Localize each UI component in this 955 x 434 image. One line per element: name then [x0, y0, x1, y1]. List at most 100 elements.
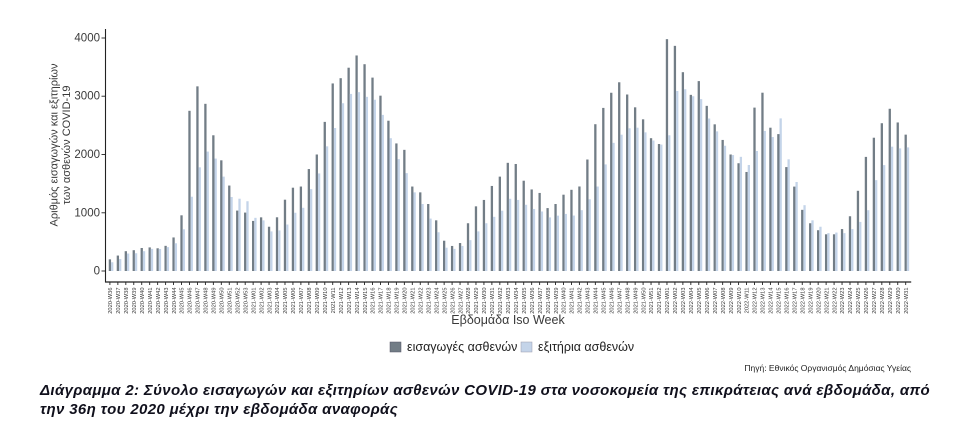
svg-text:2022-W10: 2022-W10: [737, 288, 743, 314]
svg-text:2021-W42: 2021-W42: [578, 288, 584, 314]
svg-text:Διάγραμμα 2: Σύνολο εισαγωγών: Διάγραμμα 2: Σύνολο εισαγωγών και εξιτηρ…: [39, 382, 930, 399]
svg-text:2021-W45: 2021-W45: [602, 288, 608, 314]
svg-text:2020-W44: 2020-W44: [172, 288, 178, 314]
svg-text:2020-W37: 2020-W37: [116, 288, 122, 314]
svg-text:2021-W07: 2021-W07: [299, 288, 305, 314]
svg-text:2022-W11: 2022-W11: [745, 288, 751, 314]
svg-text:2022-W29: 2022-W29: [888, 288, 894, 314]
svg-text:εξιτήρια ασθενών: εξιτήρια ασθενών: [538, 340, 634, 354]
svg-text:2021-W33: 2021-W33: [506, 288, 512, 314]
svg-text:2020-W49: 2020-W49: [212, 288, 218, 314]
svg-text:2020-W40: 2020-W40: [140, 288, 146, 314]
svg-text:3000: 3000: [74, 91, 100, 103]
svg-text:2020-W39: 2020-W39: [132, 288, 138, 314]
svg-text:2022-W19: 2022-W19: [808, 288, 814, 314]
svg-text:2022-W15: 2022-W15: [777, 288, 783, 314]
svg-text:2021-W52: 2021-W52: [657, 288, 663, 314]
svg-text:1000: 1000: [74, 207, 100, 219]
svg-text:2020-W53: 2020-W53: [243, 288, 249, 314]
svg-text:2022-W04: 2022-W04: [689, 288, 695, 314]
svg-text:2021-W06: 2021-W06: [291, 288, 297, 314]
svg-text:2021-W29: 2021-W29: [474, 288, 480, 314]
svg-text:2022-W30: 2022-W30: [896, 288, 902, 314]
svg-text:2022-W24: 2022-W24: [848, 288, 854, 314]
svg-text:2022-W22: 2022-W22: [832, 288, 838, 314]
svg-text:2022-W14: 2022-W14: [769, 288, 775, 314]
svg-text:2021-W12: 2021-W12: [339, 288, 345, 314]
svg-text:2021-W20: 2021-W20: [403, 288, 409, 314]
svg-text:2000: 2000: [74, 149, 100, 161]
svg-text:2022-W17: 2022-W17: [792, 288, 798, 314]
svg-text:2021-W03: 2021-W03: [267, 288, 273, 314]
svg-text:2022-W07: 2022-W07: [713, 288, 719, 314]
svg-text:Εβδομάδα Iso Week: Εβδομάδα Iso Week: [451, 313, 565, 327]
svg-text:2021-W44: 2021-W44: [594, 288, 600, 314]
svg-text:2022-W18: 2022-W18: [800, 288, 806, 314]
svg-text:2021-W04: 2021-W04: [275, 288, 281, 314]
svg-text:2021-W19: 2021-W19: [395, 288, 401, 314]
svg-text:των ασθενών COVID-19: των ασθενών COVID-19: [61, 86, 73, 205]
svg-text:2021-W28: 2021-W28: [466, 288, 472, 314]
svg-text:2021-W22: 2021-W22: [418, 288, 424, 314]
svg-text:2021-W21: 2021-W21: [411, 288, 417, 314]
svg-text:2022-W02: 2022-W02: [673, 288, 679, 314]
svg-text:2021-W25: 2021-W25: [442, 288, 448, 314]
svg-text:2020-W41: 2020-W41: [148, 288, 154, 314]
svg-text:εισαγωγές ασθενών: εισαγωγές ασθενών: [407, 340, 517, 354]
svg-text:0: 0: [94, 266, 100, 278]
svg-text:2020-W43: 2020-W43: [164, 288, 170, 314]
svg-text:2021-W24: 2021-W24: [434, 288, 440, 314]
svg-text:2022-W08: 2022-W08: [721, 288, 727, 314]
svg-text:2021-W50: 2021-W50: [641, 288, 647, 314]
svg-text:2021-W13: 2021-W13: [347, 288, 353, 314]
svg-text:2021-W41: 2021-W41: [570, 288, 576, 314]
svg-text:2020-W47: 2020-W47: [196, 288, 202, 314]
svg-text:2021-W23: 2021-W23: [426, 288, 432, 314]
svg-text:2021-W48: 2021-W48: [625, 288, 631, 314]
svg-text:2021-W11: 2021-W11: [331, 288, 337, 314]
svg-text:2021-W34: 2021-W34: [514, 288, 520, 314]
svg-text:2021-W15: 2021-W15: [363, 288, 369, 314]
svg-text:2021-W37: 2021-W37: [538, 288, 544, 314]
svg-text:2020-W46: 2020-W46: [188, 288, 194, 314]
svg-text:2021-W40: 2021-W40: [562, 288, 568, 314]
svg-text:2020-W50: 2020-W50: [220, 288, 226, 314]
svg-text:2021-W43: 2021-W43: [586, 288, 592, 314]
svg-text:Αριθμός εισαγωγών και εξιτηρίω: Αριθμός εισαγωγών και εξιτηρίων: [49, 63, 61, 226]
svg-text:2021-W16: 2021-W16: [371, 288, 377, 314]
svg-text:2021-W36: 2021-W36: [530, 288, 536, 314]
svg-text:2022-W26: 2022-W26: [864, 288, 870, 314]
svg-text:2021-W27: 2021-W27: [458, 288, 464, 314]
svg-text:2021-W01: 2021-W01: [251, 288, 257, 314]
svg-text:2022-W31: 2022-W31: [904, 288, 910, 314]
svg-text:2021-W08: 2021-W08: [307, 288, 313, 314]
svg-text:2021-W10: 2021-W10: [323, 288, 329, 314]
svg-text:2021-W26: 2021-W26: [450, 288, 456, 314]
svg-text:2021-W51: 2021-W51: [649, 288, 655, 314]
svg-text:2021-W35: 2021-W35: [522, 288, 528, 314]
svg-text:2021-W14: 2021-W14: [355, 288, 361, 314]
svg-text:2020-W52: 2020-W52: [235, 288, 241, 314]
svg-text:2020-W48: 2020-W48: [204, 288, 210, 314]
svg-text:2021-W30: 2021-W30: [482, 288, 488, 314]
svg-text:Πηγή: Εθνικός Οργανισμός Δημόσ: Πηγή: Εθνικός Οργανισμός Δημόσιας Υγείας: [744, 363, 911, 373]
svg-text:2022-W20: 2022-W20: [816, 288, 822, 314]
svg-text:2021-W05: 2021-W05: [283, 288, 289, 314]
svg-text:την 36η του 2020 μέχρι την εβδ: την 36η του 2020 μέχρι την εβδομάδα αναφ…: [40, 401, 398, 418]
svg-text:2021-W09: 2021-W09: [315, 288, 321, 314]
svg-text:2021-W31: 2021-W31: [490, 287, 496, 313]
svg-text:2022-W13: 2022-W13: [761, 288, 767, 314]
svg-text:2022-W01: 2022-W01: [665, 288, 671, 314]
svg-text:2022-W03: 2022-W03: [681, 288, 687, 314]
svg-text:2021-W49: 2021-W49: [633, 288, 639, 314]
svg-text:2022-W16: 2022-W16: [785, 288, 791, 314]
svg-text:2022-W21: 2022-W21: [824, 288, 830, 314]
svg-text:2020-W36: 2020-W36: [108, 288, 114, 314]
svg-text:2022-W05: 2022-W05: [697, 288, 703, 314]
svg-text:2020-W42: 2020-W42: [156, 288, 162, 314]
svg-text:2021-W38: 2021-W38: [546, 288, 552, 314]
svg-text:2021-W18: 2021-W18: [387, 288, 393, 314]
svg-text:2021-W46: 2021-W46: [609, 288, 615, 314]
svg-text:2022-W06: 2022-W06: [705, 288, 711, 314]
svg-text:2022-W12: 2022-W12: [753, 288, 759, 314]
